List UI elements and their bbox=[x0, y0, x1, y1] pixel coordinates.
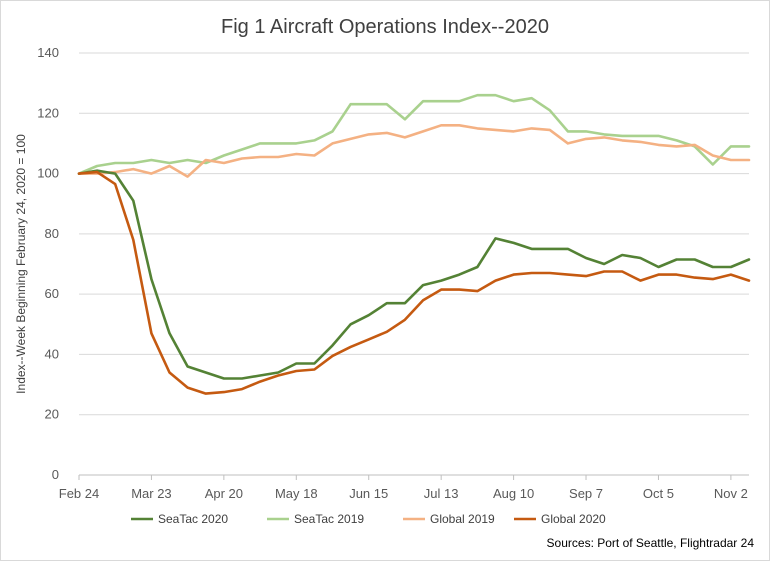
x-tick-label: Nov 2 bbox=[714, 486, 748, 501]
series-line-global-2020 bbox=[77, 170, 751, 395]
gridlines bbox=[79, 52, 749, 476]
y-tick-label: 140 bbox=[37, 45, 59, 60]
x-tick-label: May 18 bbox=[275, 486, 318, 501]
x-tick-label: Sep 7 bbox=[569, 486, 603, 501]
series-line-seatac-2019 bbox=[77, 93, 751, 175]
x-tick-label: Mar 23 bbox=[131, 486, 171, 501]
x-axis: Feb 24 Mar 23 Apr 20 May 18 Jun 15 Jul 13 Aug … bbox=[59, 475, 748, 501]
y-tick-label: 80 bbox=[45, 226, 59, 241]
y-tick-label: 20 bbox=[45, 407, 59, 422]
x-tick-label: Feb 24 bbox=[59, 486, 99, 501]
legend: SeaTac 2020 SeaTac 2019 Global 2019 Global … bbox=[131, 512, 606, 526]
series-line-global-2019 bbox=[77, 124, 751, 178]
legend-label: SeaTac 2019 bbox=[294, 512, 364, 526]
series-line-seatac-2020 bbox=[77, 169, 751, 380]
x-tick-label: Aug 10 bbox=[493, 486, 534, 501]
chart-title: Fig 1 Aircraft Operations Index--2020 bbox=[221, 16, 549, 38]
y-axis-title: Index--Week Beginning February 24, 2020 … bbox=[14, 134, 28, 394]
x-tick-label: Jul 13 bbox=[424, 486, 459, 501]
series-lines bbox=[77, 93, 751, 395]
x-tick-label: Oct 5 bbox=[643, 486, 674, 501]
y-tick-label: 100 bbox=[37, 166, 59, 181]
x-tick-label: Apr 20 bbox=[205, 486, 243, 501]
y-tick-label: 40 bbox=[45, 346, 59, 361]
y-tick-label: 60 bbox=[45, 286, 59, 301]
y-tick-label: 120 bbox=[37, 105, 59, 120]
y-axis: 0 20 40 60 80 100 120 140 bbox=[37, 45, 59, 482]
legend-label: Global 2019 bbox=[430, 512, 495, 526]
y-tick-label: 0 bbox=[52, 467, 59, 482]
legend-label: SeaTac 2020 bbox=[158, 512, 228, 526]
x-tick-label: Jun 15 bbox=[349, 486, 388, 501]
source-note: Sources: Port of Seattle, Flightradar 24 bbox=[547, 536, 755, 550]
legend-label: Global 2020 bbox=[541, 512, 606, 526]
